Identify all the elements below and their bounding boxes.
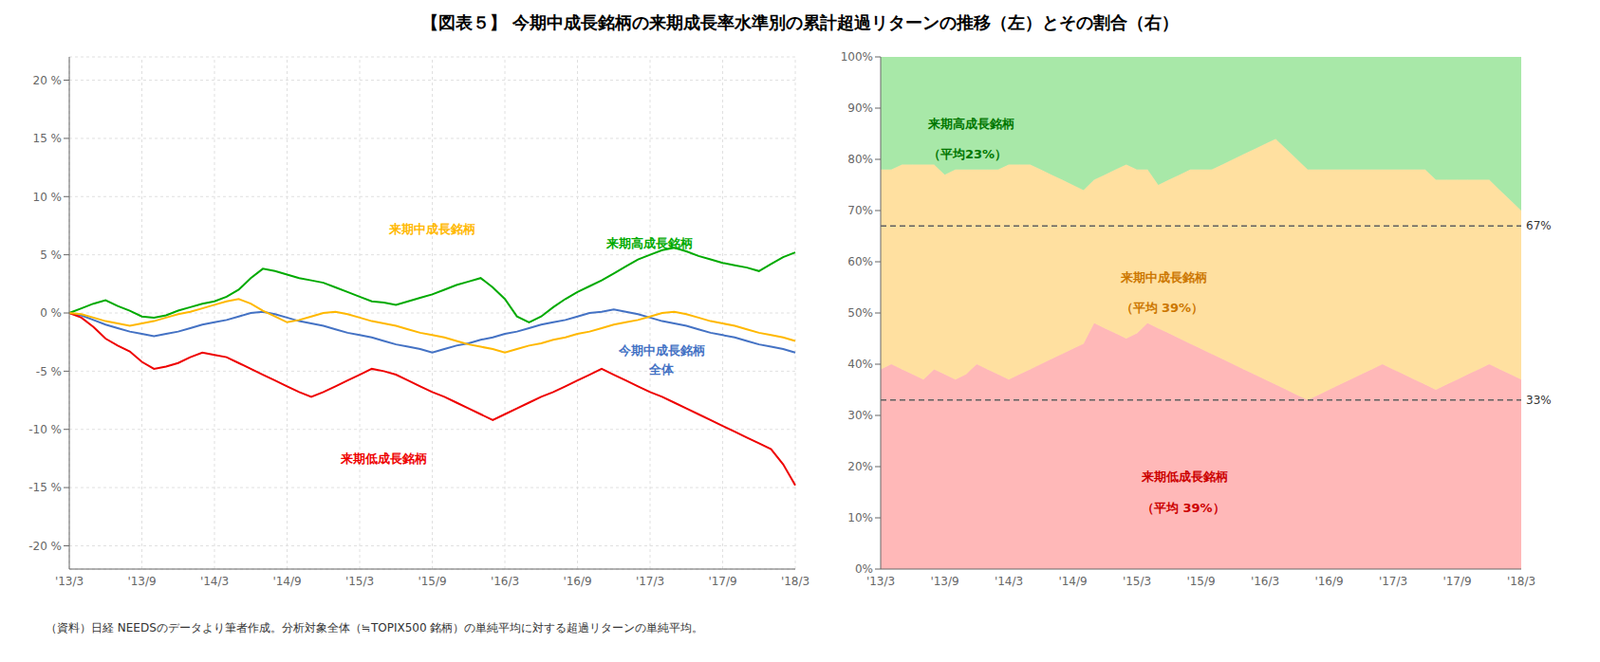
svg-text:'13/3: '13/3 (55, 575, 84, 589)
svg-text:33%: 33% (1525, 393, 1552, 408)
svg-text:67%: 67% (1525, 219, 1552, 233)
svg-text:'15/3: '15/3 (345, 575, 374, 589)
svg-text:来期中成長銘柄: 来期中成長銘柄 (388, 222, 476, 237)
svg-text:70%: 70% (847, 204, 874, 218)
svg-text:20 %: 20 % (33, 74, 63, 88)
svg-text:-20 %: -20 % (28, 539, 62, 554)
svg-text:80%: 80% (847, 152, 874, 167)
svg-text:'17/3: '17/3 (1378, 575, 1408, 589)
svg-text:40%: 40% (847, 357, 874, 372)
svg-text:'17/3: '17/3 (635, 575, 665, 589)
svg-text:-5 %: -5 % (36, 365, 62, 379)
svg-text:'16/9: '16/9 (1314, 575, 1343, 589)
svg-text:'16/3: '16/3 (490, 575, 520, 589)
svg-text:'13/9: '13/9 (930, 575, 959, 589)
svg-text:50%: 50% (847, 306, 874, 320)
svg-text:来期低成長銘柄: 来期低成長銘柄 (339, 451, 428, 466)
svg-text:60%: 60% (847, 255, 874, 269)
svg-text:15 %: 15 % (33, 131, 63, 146)
html-text:（資料）日経 NEEDSのデータより筆者作成。分析対象全体（: （資料）日経 NEEDSのデータより筆者作成。分析対象全体（≒TOPIX500 … (45, 621, 704, 635)
svg-text:90%: 90% (847, 101, 874, 115)
svg-text:'15/9: '15/9 (1186, 575, 1215, 589)
svg-text:'13/3: '13/3 (866, 575, 895, 589)
svg-text:30%: 30% (847, 409, 874, 423)
svg-text:'14/3: '14/3 (200, 575, 229, 589)
svg-text:'16/3: '16/3 (1250, 575, 1280, 589)
svg-text:-10 %: -10 % (28, 423, 62, 437)
svg-text:'13/9: '13/9 (127, 575, 156, 589)
svg-text:'14/9: '14/9 (272, 575, 301, 589)
svg-text:来期中成長銘柄: 来期中成長銘柄 (1119, 270, 1208, 285)
svg-text:10 %: 10 % (33, 190, 63, 205)
svg-text:来期低成長銘柄: 来期低成長銘柄 (1140, 469, 1228, 484)
svg-text:'16/9: '16/9 (562, 575, 592, 589)
svg-text:（平均 39%）: （平均 39%） (1141, 501, 1226, 516)
svg-text:'15/9: '15/9 (417, 575, 447, 589)
svg-text:来期高成長銘柄: 来期高成長銘柄 (605, 236, 693, 251)
svg-text:'18/3: '18/3 (1506, 575, 1536, 589)
html-text:【図表５】 今期中成長銘柄の来期成長率水準別の累計超過リター: 【図表５】 今期中成長銘柄の来期成長率水準別の累計超過リターンの推移（左）とその… (421, 12, 1179, 33)
svg-text:0%: 0% (855, 562, 874, 577)
svg-text:5 %: 5 % (39, 248, 62, 262)
svg-text:20%: 20% (847, 460, 874, 474)
svg-text:来期高成長銘柄: 来期高成長銘柄 (927, 116, 1015, 131)
svg-text:（平均 39%）: （平均 39%） (1120, 300, 1205, 316)
svg-text:0 %: 0 % (39, 306, 62, 320)
svg-text:今期中成長銘柄: 今期中成長銘柄 (617, 343, 706, 358)
svg-text:（平均23%）: （平均23%） (928, 147, 1007, 162)
svg-text:全体: 全体 (648, 362, 675, 377)
svg-text:100%: 100% (840, 50, 874, 64)
svg-text:'15/3: '15/3 (1122, 575, 1152, 589)
svg-text:'17/9: '17/9 (1442, 575, 1471, 589)
svg-text:'18/3: '18/3 (781, 575, 810, 589)
svg-text:'17/9: '17/9 (707, 575, 737, 589)
svg-text:10%: 10% (847, 511, 874, 525)
svg-text:'14/9: '14/9 (1058, 575, 1087, 589)
svg-text:'14/3: '14/3 (994, 575, 1024, 589)
svg-text:-15 %: -15 % (28, 481, 62, 495)
